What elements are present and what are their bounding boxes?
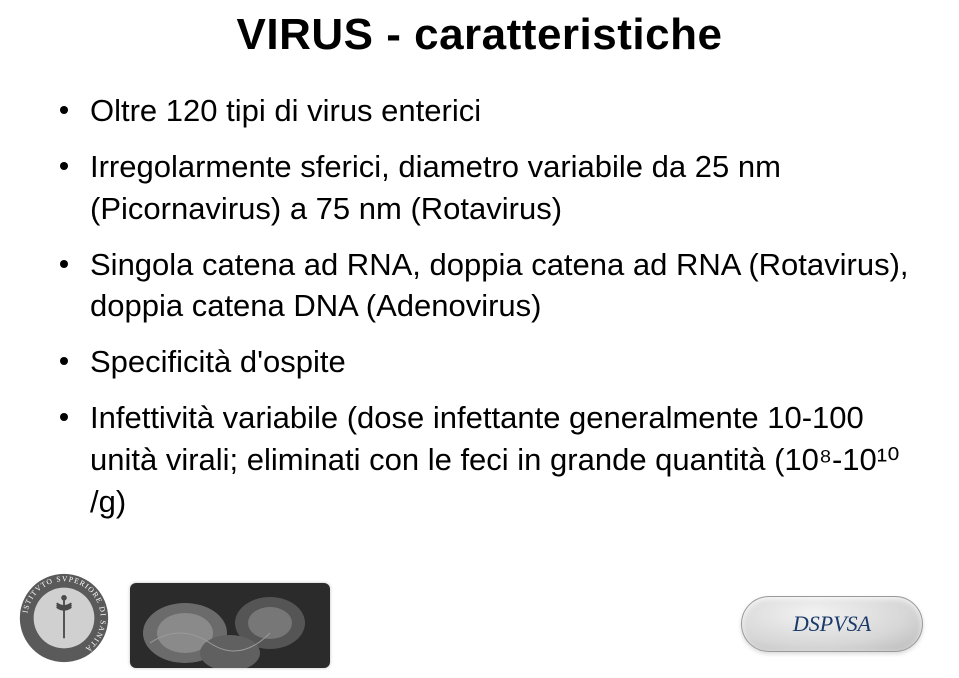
bullet-dot-icon [60,260,68,268]
badge-label: DSPVSA [793,611,871,637]
bullet-dot-icon [60,162,68,170]
list-item: Specificità d'ospite [60,341,919,383]
list-item: Oltre 120 tipi di virus enterici [60,90,919,132]
bullet-text: Specificità d'ospite [90,341,919,383]
bullet-dot-icon [60,413,68,421]
bullet-list: Oltre 120 tipi di virus enterici Irregol… [60,90,919,537]
bullet-text: Singola catena ad RNA, doppia catena ad … [90,244,919,328]
slide-title: VIRUS - caratteristiche [0,10,959,60]
list-item: Infettività variabile (dose infettante g… [60,397,919,523]
bullet-text: Infettività variabile (dose infettante g… [90,397,919,523]
department-badge: DSPVSA [741,596,923,652]
bullet-text: Irregolarmente sferici, diametro variabi… [90,146,919,230]
institution-logo-icon: ISTITVTO SVPERIORE DI SANITÀ [18,572,110,664]
bullet-dot-icon [60,357,68,365]
list-item: Irregolarmente sferici, diametro variabi… [60,146,919,230]
slide: VIRUS - caratteristiche Oltre 120 tipi d… [0,0,959,678]
bullet-text: Oltre 120 tipi di virus enterici [90,90,919,132]
bullet-dot-icon [60,106,68,114]
footer-image-icon [130,583,330,668]
list-item: Singola catena ad RNA, doppia catena ad … [60,244,919,328]
